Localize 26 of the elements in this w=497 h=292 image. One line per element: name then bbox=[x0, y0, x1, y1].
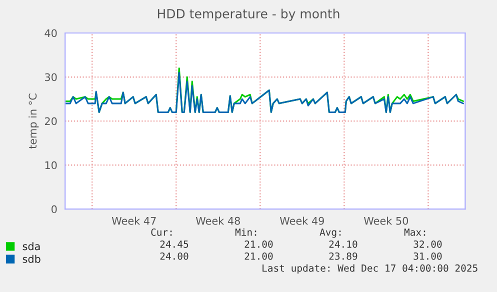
y-tick-label: 20 bbox=[44, 117, 57, 126]
text: Avg: bbox=[320, 228, 341, 238]
legend-label: sdb bbox=[22, 254, 40, 263]
text: 23.89 bbox=[329, 252, 358, 260]
y-tick-label: 40 bbox=[44, 29, 57, 38]
x-tick-label: Week 50 bbox=[364, 216, 408, 225]
text: Last update: Wed Dec 17 04:00:00 2025 bbox=[262, 264, 478, 274]
text: 24.00 bbox=[160, 252, 188, 260]
text: Min: bbox=[235, 228, 256, 236]
x-tick-label: Week 47 bbox=[112, 216, 156, 225]
y-tick-label: 0 bbox=[52, 205, 57, 214]
text: 24.45 bbox=[160, 240, 188, 248]
legend-label: sda bbox=[22, 242, 40, 250]
text: 31.00 bbox=[414, 252, 442, 260]
y-axis-title: temp in °C bbox=[28, 94, 39, 149]
chart-title: HDD temperature - by month bbox=[158, 8, 340, 21]
y-tick-label: 10 bbox=[45, 161, 57, 170]
y-tick-label: 30 bbox=[45, 73, 57, 82]
text: 21.00 bbox=[244, 240, 273, 248]
text: 21.00 bbox=[244, 252, 273, 260]
text: 24.10 bbox=[329, 240, 358, 248]
text: 32.00 bbox=[414, 240, 442, 248]
x-tick-label: Week 48 bbox=[196, 216, 240, 225]
text: Max: bbox=[404, 228, 426, 236]
text: Cur: bbox=[151, 228, 172, 236]
x-tick-label: Week 49 bbox=[280, 216, 324, 225]
